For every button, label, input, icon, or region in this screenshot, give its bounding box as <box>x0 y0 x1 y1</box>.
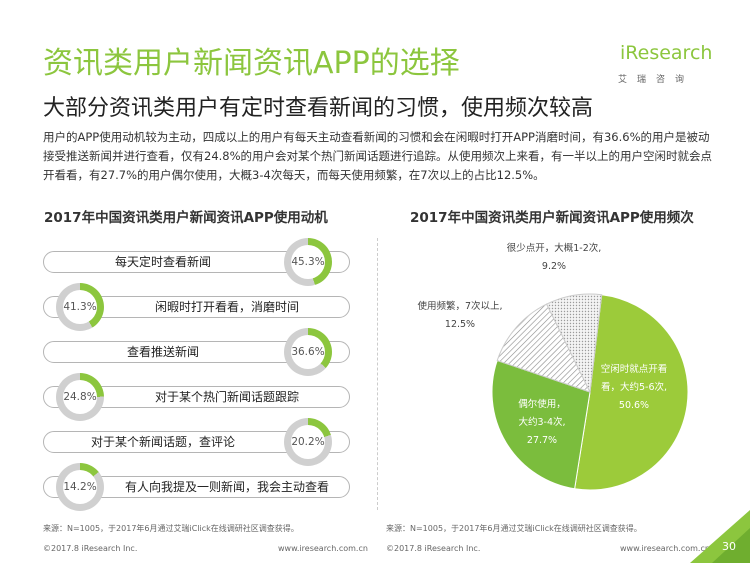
motive-ring-gauge: 36.6% <box>284 328 332 376</box>
motive-value-label: 24.8% <box>63 391 97 403</box>
pie-slice-label: 27.7% <box>527 435 557 446</box>
motive-category-label: 每天定时查看新闻 <box>114 255 211 269</box>
pie-slice-label: 50.6% <box>619 400 649 411</box>
pie-slice-label: 大约3-4次, <box>518 416 565 428</box>
motive-pill <box>43 341 350 363</box>
frequency-source-note: 来源：N=1005，于2017年6月通过艾瑞iClick在线调研社区调查获得。 <box>386 524 642 533</box>
pie-slice-5-6-times <box>574 294 689 491</box>
motive-pill <box>43 251 350 273</box>
motive-value-label: 45.3% <box>291 256 325 268</box>
pie-slice-label: 12.5% <box>445 319 475 330</box>
motive-ring-gauge: 20.2% <box>284 418 332 466</box>
iresearch-logo: iResearch 艾瑞咨询 <box>614 42 714 85</box>
motive-category-label: 闲暇时打开看看，消磨时间 <box>154 300 299 314</box>
pie-slice-label: 看，大约5-6次, <box>601 381 667 393</box>
logo-brand: iResearch <box>620 42 713 64</box>
pie-slice-7-plus <box>496 303 591 393</box>
motive-value-label: 36.6% <box>291 346 325 358</box>
page-subtitle: 大部分资讯类用户有定时查看新闻的习惯，使用频次较高 <box>43 96 594 121</box>
motive-value-label: 20.2% <box>291 436 325 448</box>
motive-pill <box>43 431 350 453</box>
corner-decoration <box>690 510 750 563</box>
motive-source-note: 来源：N=1005，于2017年6月通过艾瑞iClick在线调研社区调查获得。 <box>43 524 299 533</box>
pie-slice-3-4-times <box>491 359 591 490</box>
pie-slice-label: 很少点开，大概1-2次, <box>507 242 602 254</box>
pie-slice-1-2-times <box>545 293 603 394</box>
motive-category-label: 有人向我提及一则新闻，我会主动查看 <box>124 480 329 494</box>
footer-website-right: www.iresearch.com.cn <box>620 544 710 553</box>
motive-ring-gauge: 14.2% <box>56 463 104 511</box>
motive-pill <box>43 296 350 318</box>
motive-ring-gauge: 41.3% <box>56 283 104 331</box>
footer-copyright-right: ©2017.8 iResearch Inc. <box>386 544 481 553</box>
motive-chart-title: 2017年中国资讯类用户新闻资讯APP使用动机 <box>44 210 328 226</box>
motive-category-label: 对于某个热门新闻话题跟踪 <box>154 390 299 404</box>
motive-value-label: 41.3% <box>63 301 97 313</box>
page-title: 资讯类用户新闻资讯APP的选择 <box>43 46 460 81</box>
intro-paragraph: 用户的APP使用动机较为主动，四成以上的用户有每天主动查看新闻的习惯和会在闲暇时… <box>43 130 713 182</box>
motive-pill <box>43 386 350 408</box>
motive-category-label: 查看推送新闻 <box>126 345 199 359</box>
pie-slice-label: 空闲时就点开看 <box>601 363 668 375</box>
motive-ring-gauge: 45.3% <box>284 238 332 286</box>
motive-category-label: 对于某个新闻话题，查评论 <box>90 435 235 449</box>
footer-website-left: www.iresearch.com.cn <box>278 544 368 553</box>
pie-slice-label: 9.2% <box>542 261 566 272</box>
logo-slogan: 艾瑞咨询 <box>618 75 695 85</box>
motive-pill <box>43 476 350 498</box>
frequency-chart-title: 2017年中国资讯类用户新闻资讯APP使用频次 <box>410 210 694 226</box>
pie-slice-label: 使用频繁，7次以上, <box>417 300 502 312</box>
motive-chart: 每天定时查看新闻 45.3% 闲暇时打开看看，消磨时间 41.3% 查看推送新闻 36.6… <box>43 238 350 511</box>
motive-ring-gauge: 24.8% <box>56 373 104 421</box>
motive-value-label: 14.2% <box>63 481 97 493</box>
chart-divider <box>377 238 378 510</box>
page-number: 30 <box>722 540 736 553</box>
pie-slice-label: 偶尔使用， <box>518 398 566 410</box>
footer-copyright-left: ©2017.8 iResearch Inc. <box>43 544 138 553</box>
